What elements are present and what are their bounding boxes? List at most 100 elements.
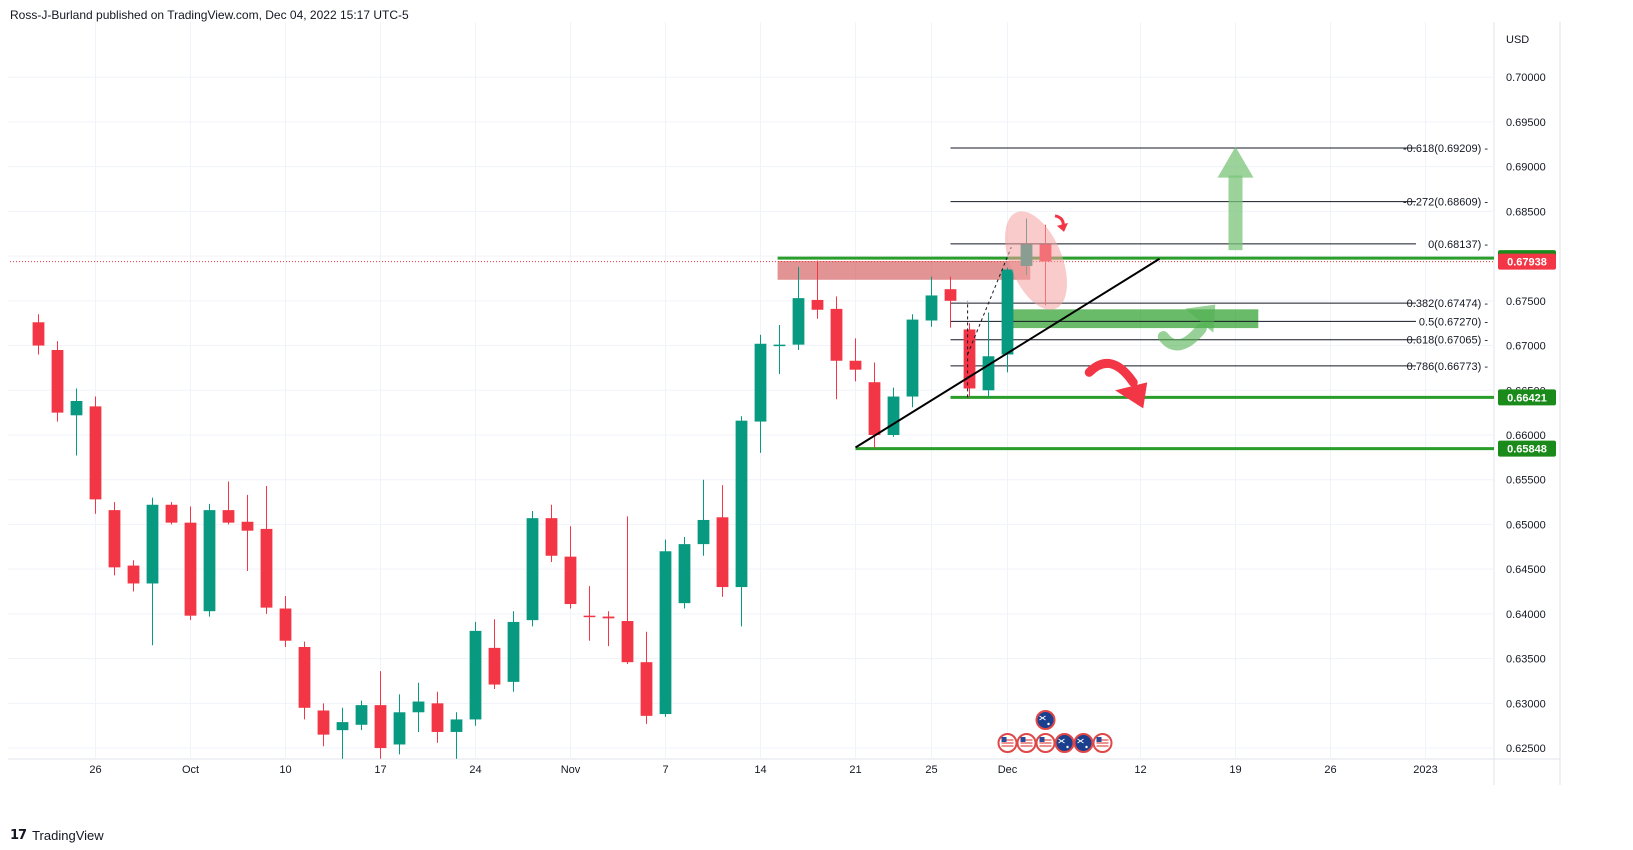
candle-down	[830, 308, 843, 361]
candle-down	[127, 565, 140, 584]
candle-down	[108, 510, 121, 568]
fib-level-label: 0.618(0.67065) -	[1407, 335, 1489, 347]
candle-down	[564, 556, 577, 605]
y-tick-label: 0.67500	[1506, 296, 1546, 308]
x-tick-label: 7	[662, 764, 668, 776]
level-price-tag: 0.66421	[1507, 392, 1547, 404]
y-tick-label: 0.63500	[1506, 654, 1546, 666]
candle-down	[488, 647, 501, 685]
candle-down	[298, 646, 311, 708]
candle-down	[868, 382, 881, 435]
time-axis: 26 Oct 10 17 24 Nov 7 14 21 25 Dec 12 19 26 2023	[89, 764, 1437, 776]
level-price-tag: 0.65848	[1507, 444, 1547, 456]
straight-arrow-head	[1217, 146, 1254, 178]
candle-down	[374, 705, 387, 749]
candle-down	[545, 518, 558, 556]
us-flag-icon[interactable]	[997, 733, 1018, 753]
fib-level-label: 0.786(0.66773) -	[1407, 361, 1489, 373]
candle-down	[640, 662, 653, 716]
candle-down	[279, 608, 292, 641]
flag-star	[1047, 722, 1050, 726]
x-tick-label: 14	[754, 764, 766, 776]
us-flag-icon[interactable]	[1092, 733, 1113, 753]
x-tick-label: Nov	[561, 764, 581, 776]
level-price-tag-bg	[1498, 440, 1556, 457]
y-tick-label: 0.66000	[1506, 430, 1546, 442]
australia-flag-icon[interactable]	[1035, 710, 1056, 730]
last-price-tag: 0.67938	[1507, 257, 1547, 269]
y-tick-label: 0.63000	[1506, 698, 1546, 710]
candle-up	[773, 344, 786, 347]
candle-up	[146, 504, 159, 584]
tradingview-logo-icon: 17	[10, 827, 27, 843]
arrowhead-small	[1057, 222, 1068, 232]
flag-star	[1085, 745, 1088, 749]
candle-up	[697, 519, 710, 545]
candle-up	[355, 705, 368, 725]
flag-cross	[1058, 738, 1065, 744]
straight-arrow-shaft	[1228, 175, 1243, 251]
candle-up	[393, 712, 406, 745]
fib-level-label: -0.618(0.69209) -	[1403, 143, 1488, 155]
candle-down	[431, 703, 444, 732]
fib-level-label: 0.5(0.67270) -	[1419, 316, 1488, 328]
candle-down	[602, 616, 615, 619]
last-price-tag-bg	[1498, 253, 1556, 270]
arrowhead-up	[1185, 304, 1216, 333]
candlestick-series	[32, 218, 1052, 759]
candle-down	[944, 289, 957, 301]
footer-branding[interactable]: 17 TradingView	[10, 826, 104, 844]
us-flag-icon[interactable]	[1016, 733, 1037, 753]
green-zone	[1009, 309, 1259, 329]
x-tick-label: 19	[1229, 764, 1241, 776]
flag-canton	[1001, 737, 1007, 742]
us-flag-icon[interactable]	[1035, 733, 1056, 753]
x-tick-label: 26	[89, 764, 101, 776]
flag-canton	[1096, 737, 1102, 742]
highlight-ellipse	[1005, 211, 1067, 310]
candle-up	[925, 295, 938, 321]
candle-down	[184, 522, 197, 616]
red-zone	[777, 261, 1031, 280]
flag-canton	[1039, 737, 1045, 742]
candle-up	[507, 621, 520, 682]
x-tick-label: Dec	[998, 764, 1018, 776]
australia-flag-icon[interactable]	[1073, 733, 1094, 753]
flag-cross	[1077, 738, 1084, 744]
australia-flag-icon[interactable]	[1054, 733, 1075, 753]
curved-arrow-up	[1157, 323, 1207, 351]
y-tick-label: 0.65000	[1506, 519, 1546, 531]
x-tick-label: 2023	[1413, 764, 1437, 776]
candle-up	[70, 400, 83, 416]
brand-name: TradingView	[32, 827, 104, 843]
price-axis: 0.700000.695000.690000.685000.680000.675…	[1506, 34, 1546, 755]
candle-up	[792, 298, 805, 345]
candle-up	[203, 510, 216, 612]
fib-anchor-line	[967, 246, 1012, 355]
y-tick-label: 0.64500	[1506, 564, 1546, 576]
candle-down	[583, 615, 596, 618]
candle-up	[754, 343, 767, 422]
candle-down	[260, 528, 273, 608]
candle-up	[982, 356, 995, 391]
trendlines	[854, 246, 1161, 449]
y-tick-label: 0.64000	[1506, 609, 1546, 621]
candle-down	[32, 322, 45, 346]
arrowhead-down	[1115, 382, 1148, 409]
y-tick-label: 0.69500	[1506, 117, 1546, 129]
fib-level-label: 0(0.68137) -	[1428, 239, 1488, 251]
candle-up	[659, 551, 672, 715]
candle-up	[450, 719, 463, 732]
x-tick-label: 25	[925, 764, 937, 776]
x-tick-label: 24	[469, 764, 481, 776]
x-tick-label: 12	[1134, 764, 1146, 776]
x-tick-label: 17	[374, 764, 386, 776]
x-tick-label: 10	[279, 764, 291, 776]
candle-up	[735, 420, 748, 588]
y-tick-label: 0.67000	[1506, 341, 1546, 353]
candle-up	[336, 722, 349, 731]
trendline	[854, 257, 1161, 449]
candle-down	[222, 510, 235, 523]
